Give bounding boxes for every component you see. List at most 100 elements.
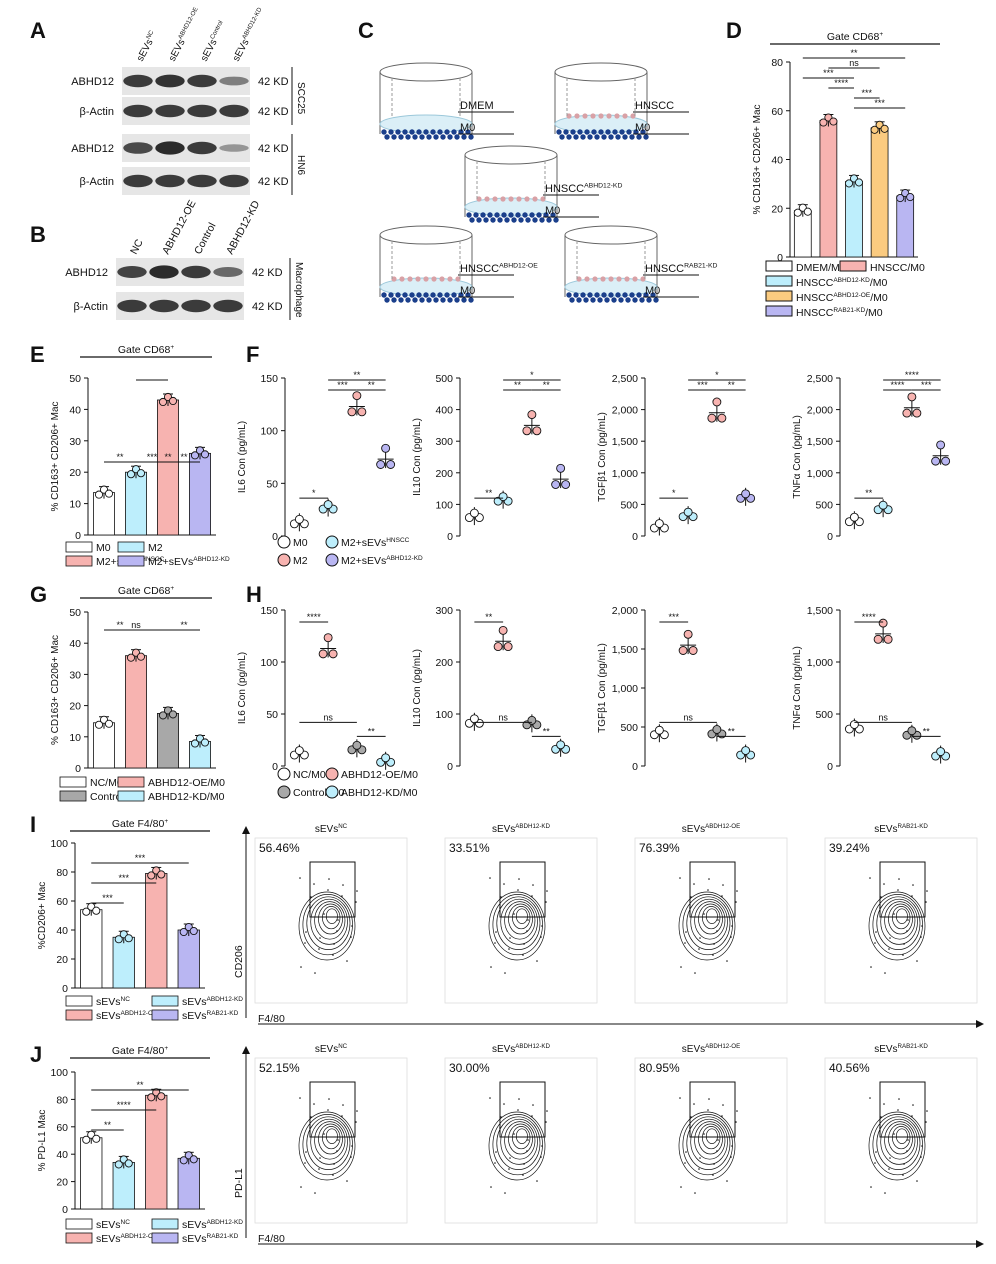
tumor-cell — [532, 196, 538, 202]
h-point — [323, 633, 333, 643]
macrophage-dot — [601, 292, 607, 298]
i-flow-event — [328, 878, 330, 880]
d-legend-3: HNSCCABHD12-OE/M0 — [796, 292, 888, 304]
g-bar-1 — [125, 655, 147, 769]
f-sig-1-3: * — [530, 370, 534, 380]
j-flow-event — [355, 1121, 357, 1123]
j-flow-contour — [492, 1114, 543, 1176]
g-point — [104, 719, 114, 728]
f-sig-2-0: * — [672, 488, 676, 498]
dish-upper-label-1: HNSCC — [635, 100, 674, 112]
macrophage-dot — [618, 297, 624, 303]
d-sig-3: **** — [834, 78, 849, 88]
i-flow-event — [912, 884, 914, 886]
j-flow-event — [526, 1150, 528, 1152]
macrophage-dot — [612, 129, 618, 135]
j-flow-event — [356, 1110, 358, 1112]
row-label-a-3: β-Actin — [80, 176, 114, 188]
macrophage-dot — [550, 212, 556, 218]
j-flow-event — [916, 1180, 918, 1182]
macrophage-dot — [465, 292, 471, 298]
j-flow-event — [489, 1097, 491, 1099]
macrophage-dot — [494, 212, 500, 218]
d-point — [880, 124, 889, 133]
dish-rim — [554, 62, 648, 82]
h-sig-2-2: ** — [728, 726, 736, 736]
tumor-cell — [484, 196, 490, 202]
i-flow-event — [707, 889, 709, 891]
f-ticklabel: 2,000 — [612, 405, 638, 417]
j-flow-xaxis-label: F4/80 — [258, 1233, 285, 1245]
i-flow-event — [319, 937, 321, 939]
j-legend-0: sEVsNC — [96, 1219, 130, 1231]
i-flow-event — [350, 936, 352, 938]
d-ticklabel: 60 — [771, 106, 783, 118]
i-gate: Gate F4/80+ — [112, 818, 169, 830]
j-flow-event — [879, 1127, 881, 1129]
j-flow-contour — [310, 1118, 348, 1165]
macrophage-dot — [590, 297, 596, 303]
i-flow-contour — [702, 906, 721, 930]
band-a — [187, 174, 217, 188]
f-ticklabel: 150 — [260, 373, 278, 385]
macrophage-dot — [490, 217, 496, 223]
row-label-a-0: ABHD12 — [71, 76, 114, 88]
j-flow-event — [680, 1186, 682, 1188]
j-flow-event — [490, 1186, 492, 1188]
g-ticklabel: 40 — [69, 638, 81, 650]
macrophage-dot — [381, 129, 387, 135]
e-point — [94, 490, 104, 499]
macrophage-dot — [430, 129, 436, 135]
d-ticklabel: 40 — [771, 155, 783, 167]
macrophage-dot — [461, 134, 467, 140]
i-flow-event — [684, 942, 686, 944]
i-flow-event — [310, 896, 312, 898]
i-flow-event — [531, 895, 533, 897]
tumor-cell — [608, 276, 614, 282]
j-flow-event — [500, 1116, 502, 1118]
macrophage-dot — [546, 217, 552, 223]
d-gate: Gate CD68+ — [827, 31, 884, 43]
panel-label-a: A — [30, 18, 46, 43]
band-a — [187, 141, 217, 155]
h-point — [556, 740, 566, 750]
kd-label-b-0: 42 KD — [252, 267, 283, 279]
e-ticklabel: 40 — [69, 404, 81, 416]
i-ticklabel: 0 — [62, 983, 68, 995]
i-flow-event — [689, 907, 691, 909]
macrophage-dot — [402, 129, 408, 135]
e-swatch-3 — [117, 555, 145, 567]
d-bar-0 — [793, 210, 812, 258]
i-flow-contour — [488, 891, 546, 961]
i-legend-2: sEVsABDH12-OE — [96, 1010, 158, 1022]
tumor-cell — [576, 276, 582, 282]
i-flow-contour — [694, 901, 726, 940]
j-flow-contour — [512, 1126, 531, 1150]
macrophage-dot — [556, 129, 562, 135]
g-ticklabel: 10 — [69, 732, 81, 744]
j-legend-3: sEVsRAB21-KD — [182, 1233, 239, 1245]
e-point — [200, 450, 210, 459]
tumor-cell — [600, 276, 606, 282]
macrophage-dot — [539, 217, 545, 223]
i-flow-event — [342, 884, 344, 886]
macrophage-dot — [454, 297, 460, 303]
i-flow-plot-title-1: sEVsABDH12-KD — [492, 823, 551, 835]
f-ticklabel: 2,500 — [807, 373, 833, 385]
i-flow-pct-0: 56.46% — [259, 841, 300, 855]
band-a — [155, 174, 185, 188]
i-flow-event — [546, 890, 548, 892]
i-flow-event — [722, 884, 724, 886]
i-flow-pct-2: 76.39% — [639, 841, 680, 855]
tumor-cell — [524, 196, 530, 202]
tumor-cell — [640, 276, 646, 282]
i-flow-arrowhead — [242, 826, 250, 834]
f-sig-0-3: ** — [353, 370, 361, 380]
i-flow-gate — [499, 861, 546, 918]
i-flow-event — [870, 966, 872, 968]
tumor-cell — [508, 196, 514, 202]
f-ticklabel: 1,500 — [612, 436, 638, 448]
band-a — [219, 76, 249, 86]
h-sig-1-0: ** — [485, 612, 493, 622]
j-flow-event — [874, 1162, 876, 1164]
